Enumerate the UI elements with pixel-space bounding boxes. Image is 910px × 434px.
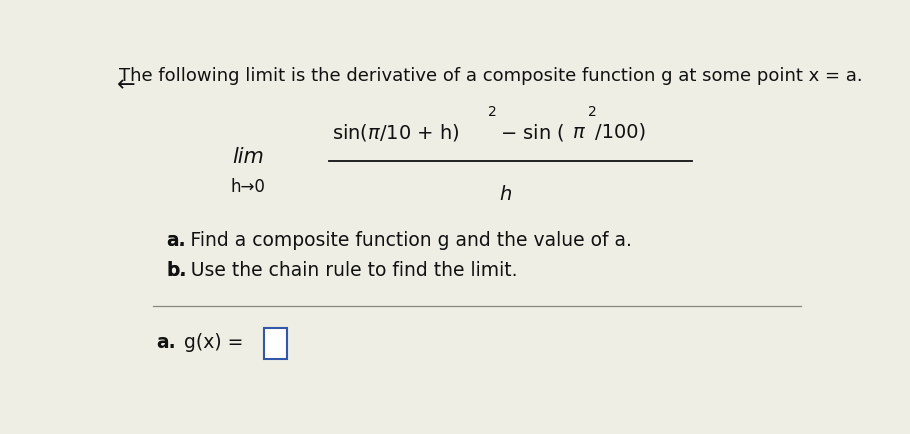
Text: sin($\pi$/10 + h): sin($\pi$/10 + h) [332,122,460,143]
Text: b.: b. [167,261,187,280]
Text: /100): /100) [595,123,646,142]
Text: 2: 2 [588,105,596,119]
Text: h→0: h→0 [230,178,265,197]
Text: lim: lim [232,148,264,168]
FancyBboxPatch shape [264,328,288,359]
Text: h: h [499,184,511,204]
Text: a. Find a composite function g and the value of a.: a. Find a composite function g and the v… [167,231,632,250]
Text: $\pi$: $\pi$ [572,123,586,142]
Text: 2: 2 [488,105,496,119]
Text: ←: ← [117,76,136,95]
Text: g(x) =: g(x) = [184,333,244,352]
Text: $-$ sin (: $-$ sin ( [501,122,565,143]
Text: b. Use the chain rule to find the limit.: b. Use the chain rule to find the limit. [167,261,517,280]
Text: a.: a. [157,333,176,352]
Text: a.: a. [167,231,187,250]
Text: The following limit is the derivative of a composite function g at some point x : The following limit is the derivative of… [119,67,863,85]
